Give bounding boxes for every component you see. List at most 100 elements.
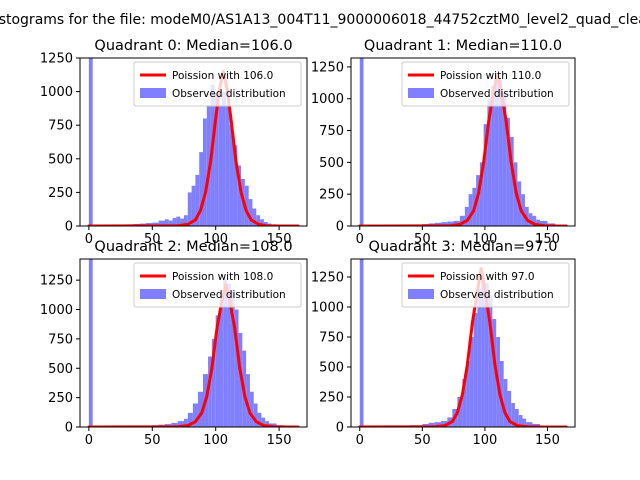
legend-box xyxy=(133,61,302,107)
histogram-bar xyxy=(447,221,454,226)
x-tick-label: 150 xyxy=(267,232,292,247)
legend-bar-swatch xyxy=(408,289,434,299)
histogram-bar xyxy=(218,105,223,226)
histogram-bar xyxy=(177,421,184,427)
subplot-title: Quadrant 0: Median=106.0 xyxy=(94,38,292,54)
y-tick-label: 500 xyxy=(48,152,73,167)
legend-label-poisson: Poission with 108.0 xyxy=(172,271,273,283)
x-tick-label: 50 xyxy=(414,433,431,448)
histogram-bar xyxy=(229,125,234,226)
y-tick-label: 250 xyxy=(48,186,73,201)
x-tick-label: 150 xyxy=(535,433,560,448)
histogram-bar xyxy=(230,291,235,427)
histogram-bar xyxy=(488,295,493,427)
histogram-bar xyxy=(484,283,489,427)
histogram-bar xyxy=(526,422,533,427)
histogram-bar xyxy=(197,391,204,427)
histogram-bar xyxy=(532,215,537,226)
axes-frame xyxy=(350,57,576,227)
histogram-bar xyxy=(158,220,165,226)
histogram-bar xyxy=(507,391,512,427)
histogram-bar xyxy=(536,219,540,226)
legend-bar-swatch xyxy=(140,88,166,98)
histogram-bar xyxy=(215,315,220,427)
histogram-bar xyxy=(466,361,470,427)
histogram-bar xyxy=(428,422,435,427)
histogram-bar xyxy=(237,165,242,226)
histogram-bar xyxy=(261,417,266,427)
histogram-bar xyxy=(88,259,93,427)
histogram-bar xyxy=(469,337,474,427)
histogram-bar xyxy=(441,222,448,226)
histogram-bar xyxy=(252,208,257,226)
y-tick-label: 1250 xyxy=(40,274,73,289)
histogram-bar xyxy=(249,391,254,427)
histogram-bar xyxy=(263,221,268,226)
histogram-bar xyxy=(187,412,193,427)
legend-box xyxy=(401,262,570,308)
histogram-bar xyxy=(257,412,262,427)
histogram-bar xyxy=(503,379,508,427)
histogram-bar xyxy=(359,58,364,226)
histogram-bar xyxy=(473,313,478,427)
histogram-bar xyxy=(176,216,181,226)
y-tick-label: 250 xyxy=(319,188,344,203)
histogram-bar xyxy=(483,124,488,226)
histogram-bar xyxy=(522,418,527,427)
x-tick-label: 100 xyxy=(472,433,497,448)
legend-label-observed: Observed distribution xyxy=(172,289,286,301)
histogram-bar xyxy=(164,219,169,226)
x-tick-label: 100 xyxy=(472,232,497,247)
legend-label-observed: Observed distribution xyxy=(172,88,286,100)
x-tick-label: 100 xyxy=(203,232,228,247)
legend-bar-swatch xyxy=(140,289,166,299)
axes-frame xyxy=(79,258,308,428)
subplot-quadrant-1: 0 50 100 150 0 250 500 750 1000 1250 Quadrant 1: M… xyxy=(311,38,576,247)
x-tick-label: 150 xyxy=(535,232,560,247)
subplot-title: Quadrant 3: Median=97.0 xyxy=(369,239,558,255)
histogram-bar xyxy=(211,338,216,427)
histogram-bar xyxy=(492,319,497,427)
legend-label-poisson: Poission with 106.0 xyxy=(172,70,273,82)
histogram-bar xyxy=(219,297,224,427)
legend: Poission with 108.0 Observed distribution xyxy=(133,262,302,308)
histogram-bar xyxy=(168,220,173,226)
x-tick-label: 0 xyxy=(356,232,364,247)
histogram-bar xyxy=(477,289,482,427)
x-tick-label: 0 xyxy=(85,433,93,448)
x-tick-label: 50 xyxy=(144,232,161,247)
histogram-bar xyxy=(528,213,533,226)
y-tick-label: 500 xyxy=(48,362,73,377)
histogram-bar xyxy=(479,162,484,226)
histogram-bar xyxy=(248,199,253,226)
histogram-bar xyxy=(256,215,261,226)
histogram-bar xyxy=(462,379,467,427)
legend-label-poisson: Poission with 110.0 xyxy=(440,70,541,82)
plot-area xyxy=(87,58,300,226)
histogram-bar xyxy=(539,220,548,226)
y-tick-label: 750 xyxy=(48,332,73,347)
y-tick-label: 500 xyxy=(319,361,344,376)
histogram-bar xyxy=(521,194,525,226)
y-tick-label: 1000 xyxy=(40,85,73,100)
legend: Poission with 110.0 Observed distribution xyxy=(401,61,570,107)
y-tick-label: 750 xyxy=(319,331,344,346)
x-tick-label: 50 xyxy=(144,433,161,448)
legend: Poission with 106.0 Observed distribution xyxy=(133,61,302,107)
histogram-bar xyxy=(208,356,212,427)
histogram-bar xyxy=(227,283,231,427)
histogram-bar xyxy=(359,259,364,427)
legend-label-poisson: Poission with 97.0 xyxy=(440,271,535,283)
y-tick-label: 0 xyxy=(65,220,73,235)
y-tick-label: 1000 xyxy=(40,303,73,318)
histogram-bar xyxy=(518,415,523,427)
legend: Poission with 97.0 Observed distribution xyxy=(401,262,570,308)
histogram-bar xyxy=(468,194,473,226)
histogram-bar xyxy=(222,91,226,226)
legend-box xyxy=(401,61,570,107)
axes-frame xyxy=(350,258,576,428)
x-tick-label: 0 xyxy=(85,232,93,247)
legend-label-observed: Observed distribution xyxy=(440,88,554,100)
x-tick-label: 50 xyxy=(414,232,431,247)
